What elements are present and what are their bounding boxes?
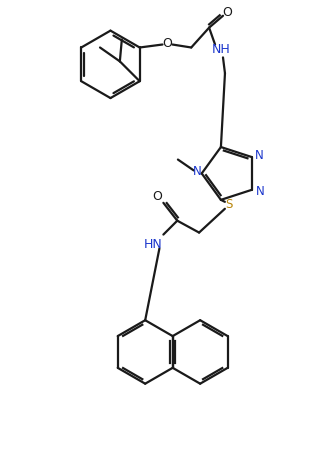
Text: N: N — [255, 185, 264, 198]
Text: O: O — [163, 37, 172, 50]
Text: HN: HN — [144, 238, 163, 251]
Text: O: O — [153, 190, 162, 203]
Text: S: S — [225, 198, 233, 211]
Text: N: N — [193, 165, 201, 178]
Text: NH: NH — [212, 43, 230, 56]
Text: N: N — [254, 149, 263, 162]
Text: O: O — [222, 6, 232, 19]
